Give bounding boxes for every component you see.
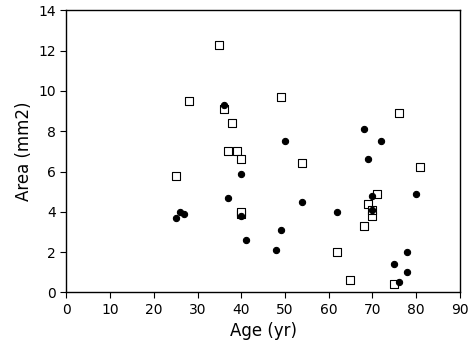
Point [181, 211, 188, 217]
Point [216, 42, 223, 47]
Point [369, 207, 376, 213]
Point [224, 195, 232, 201]
Point [299, 161, 306, 166]
Point [369, 213, 376, 218]
Point [176, 209, 184, 215]
Point [224, 149, 232, 154]
Point [369, 207, 376, 213]
Point [334, 209, 341, 215]
Point [373, 191, 381, 196]
Point [277, 94, 284, 100]
Point [220, 102, 228, 108]
Point [403, 269, 411, 275]
Point [364, 201, 372, 206]
Point [395, 110, 402, 116]
Point [395, 280, 402, 285]
Point [242, 237, 249, 243]
Point [237, 213, 245, 218]
Point [277, 227, 284, 233]
Point [172, 215, 180, 221]
Point [228, 120, 236, 126]
Point [233, 149, 241, 154]
Point [220, 106, 228, 112]
Point [364, 157, 372, 162]
Point [391, 261, 398, 267]
Point [391, 282, 398, 287]
Point [403, 249, 411, 255]
Point [237, 171, 245, 176]
Point [273, 247, 280, 253]
Point [377, 139, 385, 144]
Point [172, 173, 180, 178]
Point [237, 209, 245, 215]
Point [360, 223, 367, 229]
Point [281, 139, 289, 144]
Point [360, 127, 367, 132]
Point [237, 157, 245, 162]
Point [299, 199, 306, 204]
Point [417, 165, 424, 170]
X-axis label: Age (yr): Age (yr) [229, 322, 297, 340]
Point [412, 191, 420, 196]
Point [237, 211, 245, 217]
Y-axis label: Area (mm2): Area (mm2) [15, 101, 33, 201]
Point [346, 278, 354, 283]
Point [185, 98, 192, 104]
Point [369, 193, 376, 198]
Point [334, 249, 341, 255]
